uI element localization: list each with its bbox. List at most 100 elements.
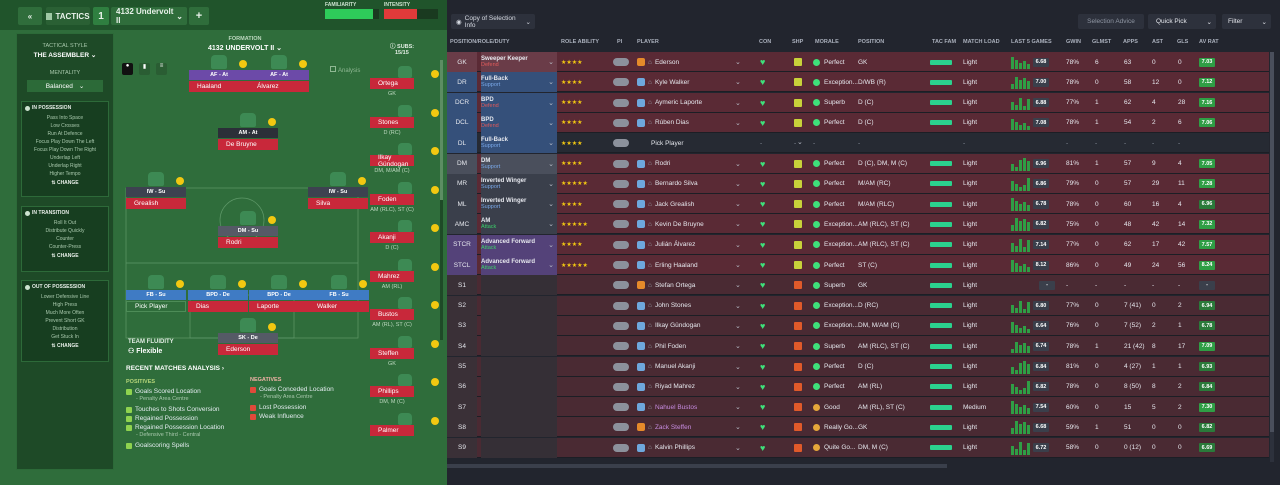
role-cell[interactable]: BPD Defend ⌄ (481, 92, 557, 113)
analysis-item[interactable]: Goals Scored Location (126, 387, 246, 396)
sub-player[interactable]: Ortega (370, 78, 414, 89)
pitch-view-icon[interactable]: ● (122, 63, 133, 75)
analysis-item[interactable]: Goals Conceded Location (250, 385, 370, 394)
role-cell[interactable]: BPD Defend ⌄ (481, 112, 557, 133)
horizontal-scrollbar[interactable] (447, 464, 947, 468)
pi-cell[interactable] (613, 255, 629, 275)
mentality-dropdown[interactable]: Balanced ⌄ (27, 80, 103, 92)
player-cell[interactable]: ⌂ Aymeric Laporte ⌄ (637, 93, 752, 113)
sub-player[interactable]: Akanji (370, 232, 414, 243)
pitch-role-label[interactable]: DM - Su (218, 226, 278, 236)
player-name[interactable]: Rodri (654, 160, 671, 167)
subs-scrollbar[interactable] (440, 60, 443, 340)
analysis-item[interactable]: Regained Possession Location (126, 423, 246, 432)
sub-player[interactable]: Steffen (370, 347, 414, 359)
table-row[interactable]: S9 ⌂ Kalvin Phillips ⌄ ♥ Quite Go... DM, M (C)… (447, 437, 1269, 458)
pi-cell[interactable] (613, 397, 629, 417)
bar-chart-icon[interactable]: ▮ (139, 63, 150, 75)
pitch-player-name[interactable]: Rodri (218, 237, 278, 248)
player-cell[interactable]: ⌂ Jack Grealish ⌄ (637, 194, 752, 214)
table-row[interactable]: S6 ⌂ Riyad Mahrez ⌄ ♥ Perfect AM (RL) Light 6.82… (447, 376, 1269, 397)
quick-pick-button[interactable]: Quick Pick ⌄ (1148, 14, 1216, 29)
player-cell[interactable]: ⌂ Stefan Ortega ⌄ (637, 275, 752, 295)
pitch-role-label[interactable]: BPD - De (249, 290, 309, 300)
pitch-role-label[interactable]: AF - At (189, 70, 249, 80)
col-position[interactable]: POSITION (858, 39, 885, 45)
col-role-ability[interactable]: ROLE ABILITY (561, 39, 599, 45)
player-name[interactable]: Riyad Mahrez (654, 383, 696, 391)
pitch-player-name[interactable]: Laporte (249, 301, 309, 312)
player-name[interactable]: Jack Grealish (654, 200, 695, 208)
table-row[interactable]: GK Sweeper Keeper Defend ⌄ ★★★★ ⌂ Ederson ⌄ ♥ Per… (447, 52, 1269, 72)
pi-cell[interactable] (613, 357, 629, 377)
player-cell[interactable]: ⌂ Kyle Walker ⌄ (637, 72, 752, 92)
pitch-player-name[interactable]: Grealish (126, 198, 186, 209)
player-name[interactable]: Ilkay Gündogan (654, 322, 701, 330)
player-name[interactable]: Julián Álvarez (654, 241, 696, 249)
pitch-player-name[interactable]: De Bruyne (218, 139, 278, 150)
pitch-player-name[interactable]: Haaland (189, 81, 249, 92)
pi-cell[interactable] (613, 417, 629, 437)
table-scrollbar[interactable] (1270, 52, 1274, 462)
col-ast[interactable]: AST (1152, 39, 1163, 45)
analysis-item[interactable]: Touches to Shots Conversion (126, 405, 246, 414)
player-cell[interactable]: ⌂ Kevin De Bruyne ⌄ (637, 214, 752, 234)
player-cell[interactable]: ⌂ Rodri ⌄ (637, 154, 752, 174)
pi-cell[interactable] (613, 113, 629, 133)
sub-player[interactable]: Phillips (370, 386, 414, 397)
in-transition-change-button[interactable]: ⇅ CHANGE (51, 253, 79, 259)
player-name[interactable]: Kalvin Phillips (654, 444, 696, 452)
pitch-role-label[interactable]: FB - Su (126, 290, 186, 300)
player-name[interactable]: Manuel Akanji (654, 363, 696, 370)
sub-player[interactable]: Palmer (370, 424, 414, 436)
pitch-player-name[interactable]: Walker (309, 301, 369, 312)
col-av-rat[interactable]: AV RAT (1199, 39, 1219, 45)
sub-player[interactable]: Mahrez (370, 270, 414, 282)
pitch-player-name[interactable]: Ederson (218, 344, 278, 355)
role-cell[interactable]: Inverted Winger Support ⌄ (481, 194, 557, 215)
col-player[interactable]: PLAYER (637, 39, 659, 45)
player-cell[interactable]: ⌂ Julián Álvarez ⌄ (637, 235, 752, 255)
pi-cell[interactable] (613, 316, 629, 336)
tactics-tab[interactable]: TACTICS (46, 7, 90, 25)
analysis-item[interactable]: Goalscoring Spells (126, 441, 246, 450)
col-con[interactable]: CON (759, 39, 772, 45)
table-row[interactable]: S8 ⌂ Zack Steffen ⌄ ♥ Really Go... GK Light 6.68… (447, 417, 1269, 438)
player-name[interactable]: Erling Haaland (654, 261, 698, 269)
player-cell[interactable]: ⌂ Ilkay Gündogan ⌄ (637, 316, 752, 336)
col-pi[interactable]: PI (617, 39, 623, 45)
pi-cell[interactable] (613, 235, 629, 255)
table-row[interactable]: DL Full-Back Support ⌄ ★★★★ Pick Player ⌄ - - - - -… (447, 133, 1269, 154)
pi-cell[interactable] (613, 174, 629, 194)
col-gwin[interactable]: GWIN (1066, 39, 1081, 45)
out-of-possession-change-button[interactable]: ⇅ CHANGE (51, 343, 79, 349)
player-name[interactable]: Zack Steffen (654, 423, 692, 431)
table-row[interactable]: S5 ⌂ Manuel Akanji ⌄ ♥ Perfect D (C) Light 6.84 8… (447, 356, 1269, 377)
role-cell[interactable]: Full-Back Support ⌄ (481, 72, 557, 93)
pitch-role-label[interactable]: IW - Su (308, 187, 368, 197)
table-row[interactable]: DR Full-Back Support ⌄ ★★★★ ⌂ Kyle Walker ⌄ ♥ Exc… (447, 72, 1269, 93)
sub-player[interactable]: Stones (370, 116, 414, 128)
pi-cell[interactable] (613, 154, 629, 174)
role-cell[interactable]: Advanced Forward Attack ⌄ (481, 255, 557, 275)
tactic-name-dropdown[interactable]: 4132 Undervolt II ⌄ (111, 7, 187, 25)
analysis-item[interactable]: Regained Possession (126, 414, 246, 423)
table-row[interactable]: S2 ⌂ John Stones ⌄ ♥ Exception... D (RC) Light 6… (447, 295, 1269, 316)
analysis-item[interactable]: Lost Possession (250, 403, 370, 412)
table-row[interactable]: MR Inverted Winger Support ⌄ ★★★★★ ⌂ Bernardo … (447, 173, 1269, 194)
player-cell[interactable]: ⌂ Manuel Akanji ⌄ (637, 357, 752, 377)
col-match-load[interactable]: MATCH LOAD (963, 39, 1000, 45)
player-name[interactable]: Kyle Walker (654, 78, 690, 86)
col-shp[interactable]: SHP (792, 39, 804, 45)
pi-cell[interactable] (613, 214, 629, 234)
player-name[interactable]: Aymeric Laporte (654, 99, 703, 107)
col-position-role-duty[interactable]: POSITION/ROLE/DUTY (450, 39, 510, 45)
analysis-item[interactable]: Weak Influence (250, 412, 370, 421)
table-row[interactable]: ML Inverted Winger Support ⌄ ★★★★ ⌂ Jack Greal… (447, 194, 1269, 215)
pitch-player-name[interactable]: Dias (188, 301, 248, 312)
player-name[interactable]: Nahuel Bustos (654, 403, 698, 411)
filter-button[interactable]: Filter ⌄ (1222, 14, 1271, 29)
col-glmst[interactable]: GLMST (1092, 39, 1112, 45)
analysis-title[interactable]: RECENT MATCHES ANALYSIS › (126, 365, 225, 372)
pi-cell[interactable] (613, 336, 629, 356)
